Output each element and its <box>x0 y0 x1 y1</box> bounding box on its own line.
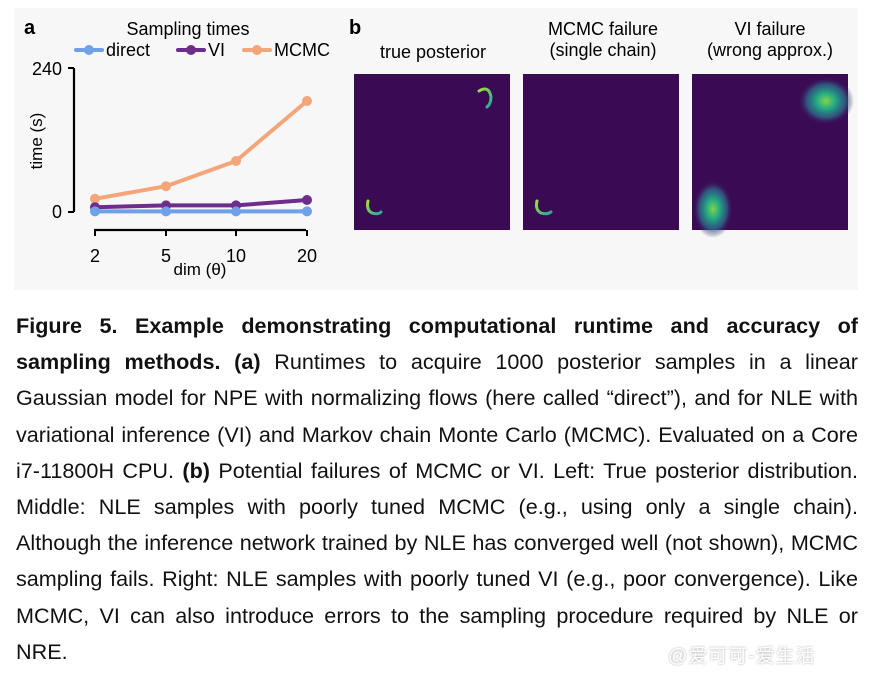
legend-marker-mcmc <box>252 45 262 55</box>
x-tick-label-2: 2 <box>90 246 100 266</box>
heatmap-true-posterior <box>354 74 510 230</box>
point-mcmc-2 <box>90 193 100 204</box>
panel-b-title-2-line2: (single chain) <box>549 40 656 60</box>
heatmap-vi-failure <box>692 74 854 238</box>
panel-b-title-1: true posterior <box>380 42 486 62</box>
x-axis-title: dim (θ) <box>174 260 227 279</box>
vi-blob-top-right <box>798 77 854 125</box>
caption-figure-label: Figure 5. Example demonstrating computat… <box>16 313 858 375</box>
caption-b-text: Potential failures of MCMC or VI. Left: … <box>16 457 858 664</box>
legend-marker-direct <box>84 45 94 55</box>
legend-marker-vi <box>186 45 196 55</box>
point-mcmc-10 <box>231 156 241 166</box>
x-tick-label-5: 5 <box>161 246 171 266</box>
legend-label-mcmc: MCMC <box>274 40 330 60</box>
panel-b: b true posterior MCMC failure (single ch… <box>349 17 854 238</box>
figure-5: a Sampling times direct VI MCMC 240 <box>24 17 854 279</box>
point-direct-5 <box>161 206 171 217</box>
panel-a-label: a <box>24 17 36 39</box>
heatmap-mcmc-failure <box>523 74 679 230</box>
point-vi-20 <box>302 195 312 205</box>
point-direct-10 <box>231 206 241 217</box>
posterior-mode-bottom-left <box>366 199 383 216</box>
panel-b-title-3-line2: (wrong approx.) <box>707 40 833 60</box>
y-tick-label-bottom: 0 <box>52 202 62 222</box>
caption-a-text: Runtimes to acquire 1000 posterior sampl… <box>16 349 858 483</box>
vi-blob-bottom-left <box>693 180 733 238</box>
point-direct-2 <box>90 206 100 217</box>
legend-item-mcmc: MCMC <box>242 40 330 60</box>
heatmap-1-background <box>354 74 510 230</box>
x-tick-label-20: 20 <box>297 246 317 266</box>
panel-b-title-2-line1: MCMC failure <box>548 19 658 39</box>
point-mcmc-20 <box>302 96 312 106</box>
caption-b-label: (b) <box>182 457 210 483</box>
y-tick-label-top: 240 <box>32 59 62 79</box>
legend-label-vi: VI <box>208 40 225 60</box>
x-tick-label-10: 10 <box>226 246 246 266</box>
mcmc-single-mode <box>535 199 553 216</box>
point-direct-20 <box>302 206 312 217</box>
legend-title: Sampling times <box>126 19 249 39</box>
watermark: @爱可可-爱生活 <box>668 646 816 667</box>
x-ticks: 2 5 10 20 <box>90 230 317 266</box>
series-line-vi <box>94 198 308 210</box>
legend-item-direct: direct <box>74 40 150 60</box>
legend: direct VI MCMC <box>74 40 330 60</box>
series-line-mcmc <box>94 99 309 201</box>
panel-a: a Sampling times direct VI MCMC 240 <box>24 17 330 279</box>
heatmap-2-background <box>523 74 679 230</box>
panel-b-label: b <box>349 17 361 39</box>
posterior-mode-top-right <box>477 87 493 109</box>
legend-item-vi: VI <box>176 40 225 60</box>
panel-b-title-3-line1: VI failure <box>734 19 805 39</box>
series-layer <box>90 96 312 217</box>
y-axis-title: time (s) <box>27 113 46 170</box>
legend-label-direct: direct <box>106 40 150 60</box>
figure-caption: Figure 5. Example demonstrating computat… <box>16 308 858 670</box>
caption-a-label: (a) <box>234 349 261 375</box>
point-mcmc-5 <box>161 181 171 192</box>
